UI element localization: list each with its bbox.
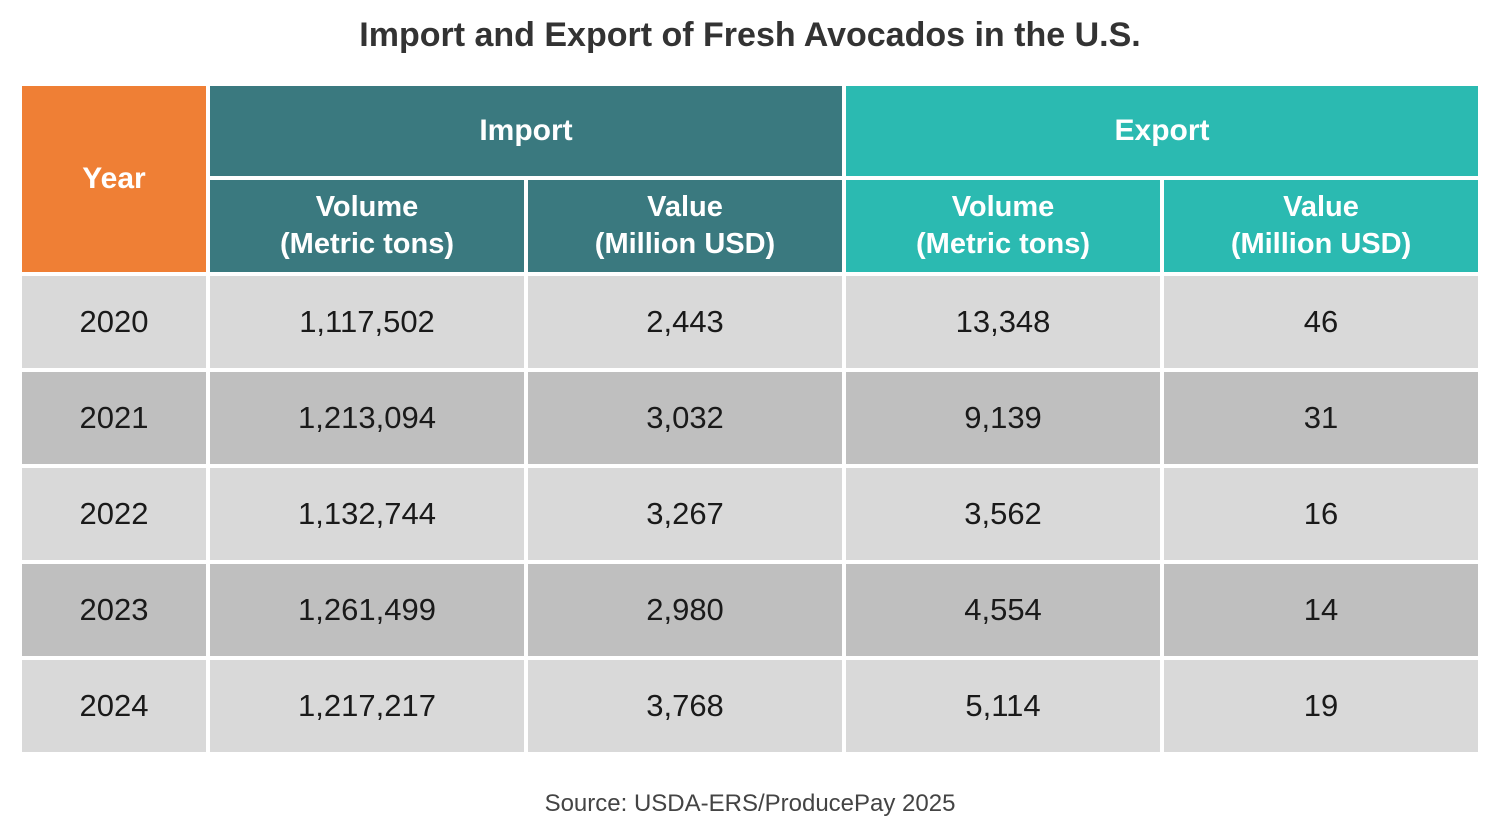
export-volume-header-line2: (Metric tons): [916, 228, 1091, 260]
table-row-2024: 2024 1,217,217 3,768 5,114 19: [22, 660, 1479, 752]
table-row-2020: 2020 1,117,502 2,443 13,348 46: [22, 276, 1479, 368]
cell-export-volume: 9,139: [846, 372, 1161, 464]
import-volume-header: Volume (Metric tons): [210, 180, 524, 272]
year-header: Year: [22, 86, 206, 272]
import-volume-header-line2: (Metric tons): [280, 228, 454, 260]
cell-import-volume: 1,217,217: [210, 660, 524, 752]
cell-export-volume: 5,114: [846, 660, 1161, 752]
export-value-header: Value (Million USD): [1164, 180, 1479, 272]
cell-export-volume: 13,348: [846, 276, 1161, 368]
cell-export-volume: 3,562: [846, 468, 1161, 560]
cell-import-value: 2,980: [528, 564, 843, 656]
table-row-2022: 2022 1,132,744 3,267 3,562 16: [22, 468, 1479, 560]
cell-import-value: 3,032: [528, 372, 843, 464]
import-value-header-line1: Value: [647, 191, 723, 223]
cell-import-volume: 1,213,094: [210, 372, 524, 464]
cell-import-value: 3,267: [528, 468, 843, 560]
import-volume-header-line1: Volume: [315, 191, 419, 223]
cell-export-volume: 4,554: [846, 564, 1161, 656]
cell-year: 2024: [22, 660, 206, 752]
cell-export-value: 31: [1164, 372, 1479, 464]
cell-export-value: 14: [1164, 564, 1479, 656]
table-row-2021: 2021 1,213,094 3,032 9,139 31: [22, 372, 1479, 464]
cell-import-volume: 1,132,744: [210, 468, 524, 560]
cell-import-value: 2,443: [528, 276, 843, 368]
cell-year: 2023: [22, 564, 206, 656]
cell-export-value: 16: [1164, 468, 1479, 560]
export-value-header-line2: (Million USD): [1230, 228, 1412, 260]
import-group-header: Import: [210, 86, 843, 176]
import-value-header: Value (Million USD): [528, 180, 843, 272]
import-value-header-line2: (Million USD): [594, 228, 776, 260]
export-volume-header-line1: Volume: [951, 191, 1055, 223]
cell-year: 2022: [22, 468, 206, 560]
cell-import-volume: 1,117,502: [210, 276, 524, 368]
cell-year: 2021: [22, 372, 206, 464]
cell-export-value: 19: [1164, 660, 1479, 752]
cell-import-value: 3,768: [528, 660, 843, 752]
source-note: Source: USDA-ERS/ProducePay 2025: [544, 790, 956, 817]
cell-import-volume: 1,261,499: [210, 564, 524, 656]
export-volume-header: Volume (Metric tons): [846, 180, 1161, 272]
export-group-header: Export: [846, 86, 1479, 176]
cell-export-value: 46: [1164, 276, 1479, 368]
avocado-trade-table: Year Import Export Volume (Metric tons) …: [18, 82, 1482, 756]
table-row-2023: 2023 1,261,499 2,980 4,554 14: [22, 564, 1479, 656]
header-row-subcolumns: Volume (Metric tons) Value (Million USD)…: [22, 180, 1479, 272]
export-value-header-line1: Value: [1283, 191, 1359, 223]
chart-title: Import and Export of Fresh Avocados in t…: [359, 16, 1141, 54]
header-row-groups: Year Import Export: [22, 86, 1479, 272]
cell-year: 2020: [22, 276, 206, 368]
